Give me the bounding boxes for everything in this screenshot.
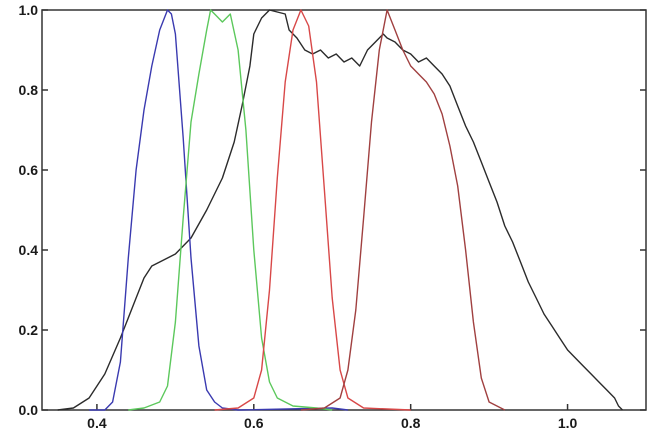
y-tick-label: 0.4 [19,242,39,258]
x-axis: 0.4 0.6 0.8 1.0 [87,404,577,431]
series-line-0 [57,9,623,411]
y-axis: 0.0 0.2 0.4 0.6 0.8 1.0 [19,2,646,418]
series-lines [57,9,623,411]
series-line-1 [89,9,348,411]
y-tick-label: 0.0 [19,402,39,418]
series-line-2 [128,9,333,411]
x-tick-label: 0.4 [87,415,107,431]
x-tick-label: 0.8 [401,415,421,431]
x-tick-label: 0.6 [244,415,264,431]
series-line-3 [214,9,411,411]
y-tick-label: 0.6 [19,162,39,178]
y-tick-label: 0.2 [19,322,39,338]
y-tick-label: 1.0 [19,2,39,18]
x-tick-label: 1.0 [558,415,578,431]
y-tick-label: 0.8 [19,82,39,98]
series-line-4 [300,9,506,411]
plot-frame [41,9,647,411]
